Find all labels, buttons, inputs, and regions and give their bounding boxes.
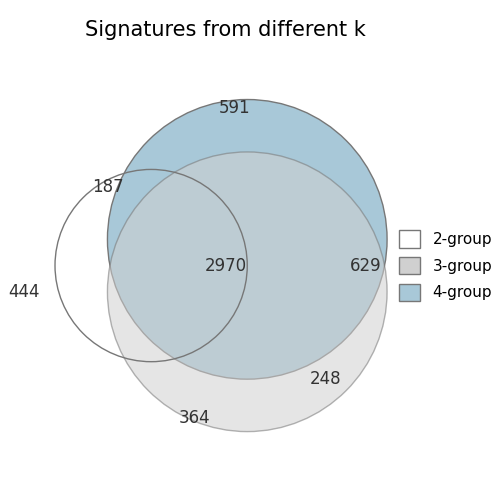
Text: 629: 629 bbox=[349, 257, 381, 275]
Text: 248: 248 bbox=[310, 370, 342, 388]
Text: 2970: 2970 bbox=[204, 257, 246, 275]
Text: 364: 364 bbox=[179, 409, 211, 427]
Circle shape bbox=[107, 152, 387, 431]
Legend: 2-group, 3-group, 4-group: 2-group, 3-group, 4-group bbox=[399, 230, 492, 301]
Circle shape bbox=[107, 99, 387, 379]
Text: 187: 187 bbox=[92, 178, 123, 196]
Text: 591: 591 bbox=[218, 99, 250, 117]
Text: 444: 444 bbox=[9, 283, 40, 301]
Title: Signatures from different k: Signatures from different k bbox=[85, 20, 366, 40]
